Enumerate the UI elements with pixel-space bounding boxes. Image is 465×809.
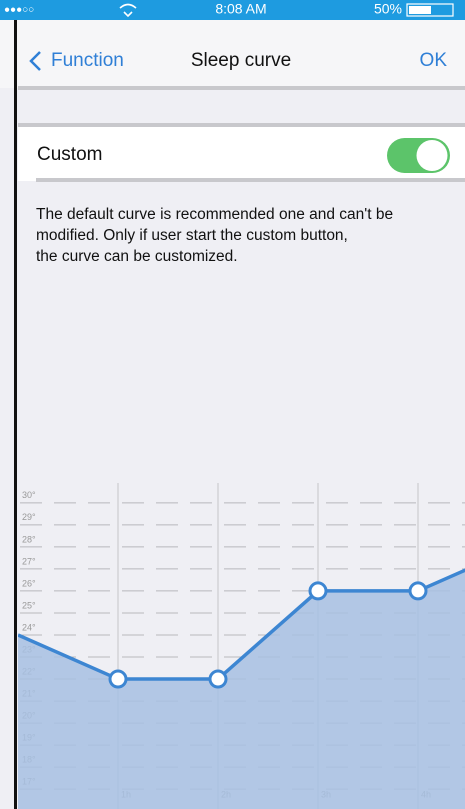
point: [108, 669, 128, 689]
battery-level: [409, 6, 431, 14]
nav-bar: [0, 20, 465, 88]
y-tick-label: 25°: [22, 600, 36, 610]
nav-title: Sleep curve: [191, 50, 291, 71]
plot: 1h2h3h4h17°18°19°20°21°22°23°24°25°26°27…: [18, 483, 465, 809]
y-tick-label: 29°: [22, 512, 36, 522]
time: 8:08 AM: [215, 1, 266, 17]
description-line: the curve can be customized.: [36, 248, 238, 265]
carrier: ●●●○○: [4, 5, 34, 16]
back-icon[interactable]: [29, 51, 41, 71]
sleep-chart: 1h2h3h4h17°18°19°20°21°22°23°24°25°26°27…: [18, 483, 465, 809]
point: [408, 581, 428, 601]
custom-label: Custom: [37, 144, 102, 165]
description-line: The default curve is recommended one and…: [36, 206, 393, 223]
toggle-knob: [416, 140, 448, 171]
left-border: [14, 20, 17, 809]
back-button[interactable]: Function: [51, 50, 124, 71]
separator: [18, 123, 465, 127]
y-tick-label: 27°: [22, 556, 36, 566]
point: [308, 581, 328, 601]
separator: [18, 86, 465, 90]
y-tick-label: 24°: [22, 622, 36, 632]
description-line: modified. Only if user start the custom …: [36, 227, 348, 244]
wifi-icon: [119, 3, 137, 18]
line: [18, 568, 465, 681]
area: [18, 570, 465, 809]
y-tick-label: 26°: [22, 578, 36, 588]
battery-icon: [406, 3, 454, 17]
y-tick-label: 28°: [22, 534, 36, 544]
battery-text: 50%: [374, 1, 402, 17]
ok-button[interactable]: OK: [420, 50, 448, 71]
separator: [36, 178, 465, 182]
y-tick-label: 30°: [22, 490, 36, 500]
point: [208, 669, 228, 689]
status-bar: [0, 0, 465, 20]
